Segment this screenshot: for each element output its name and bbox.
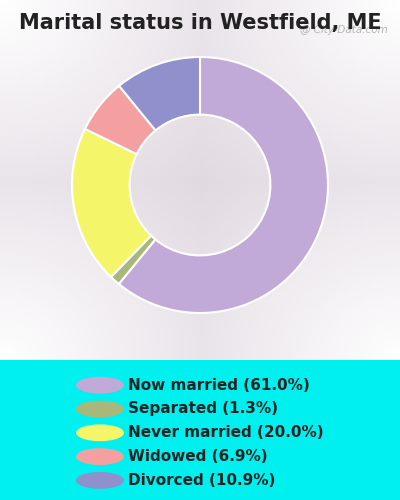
Wedge shape [111,236,155,284]
Text: Marital status in Westfield, ME: Marital status in Westfield, ME [19,12,381,32]
Wedge shape [72,129,151,277]
Text: Widowed (6.9%): Widowed (6.9%) [128,449,268,464]
Circle shape [76,448,124,465]
Circle shape [76,377,124,394]
Text: Separated (1.3%): Separated (1.3%) [128,402,278,416]
Circle shape [76,400,124,417]
Wedge shape [119,57,200,130]
Text: Now married (61.0%): Now married (61.0%) [128,378,310,392]
Circle shape [76,424,124,441]
Wedge shape [85,86,156,154]
Wedge shape [119,57,328,313]
Text: @ City-Data.com: @ City-Data.com [300,25,388,35]
Text: Never married (20.0%): Never married (20.0%) [128,426,324,440]
Circle shape [76,472,124,489]
Text: Divorced (10.9%): Divorced (10.9%) [128,473,275,488]
